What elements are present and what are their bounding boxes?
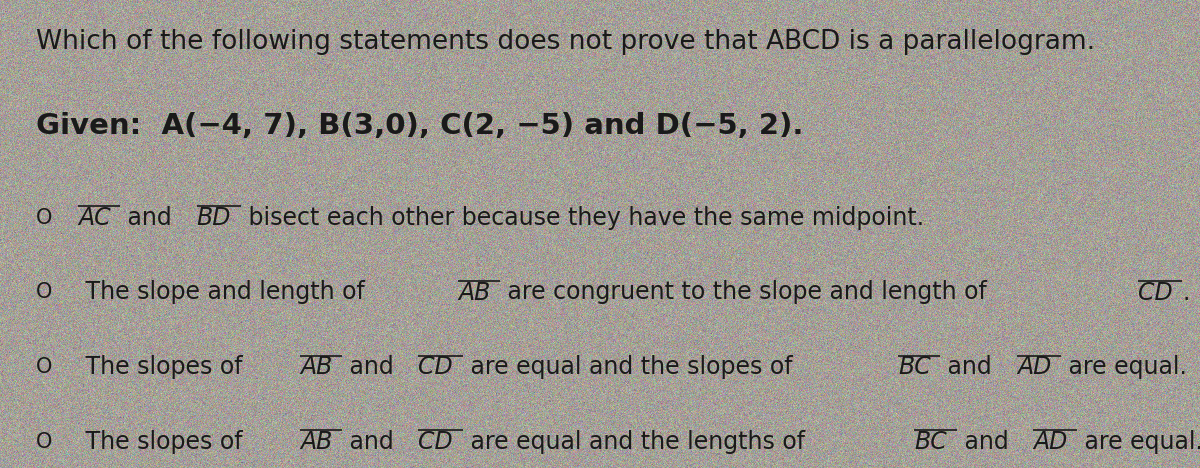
Text: bisect each other because they have the same midpoint.: bisect each other because they have the … [241,205,924,230]
Text: AD: AD [1016,355,1051,380]
Text: and: and [342,430,401,454]
Text: CD: CD [419,355,454,380]
Text: and: and [941,355,1000,380]
Text: AB: AB [300,355,332,380]
Text: and: and [956,430,1015,454]
Text: .: . [1182,280,1189,305]
Text: O: O [36,283,53,302]
Text: O: O [36,358,53,377]
Text: AC: AC [78,205,110,230]
Text: The slopes of: The slopes of [78,430,250,454]
Text: BC: BC [914,430,947,454]
Text: are equal and the lengths of: are equal and the lengths of [463,430,812,454]
Text: and: and [342,355,401,380]
Text: are equal.: are equal. [1061,355,1187,380]
Text: The slopes of: The slopes of [78,355,250,380]
Text: CD: CD [1138,280,1172,305]
Text: are equal and the slopes of: are equal and the slopes of [463,355,800,380]
Text: are equal.: are equal. [1078,430,1200,454]
Text: O: O [36,208,53,227]
Text: BD: BD [197,205,232,230]
Text: CD: CD [419,430,454,454]
Text: Which of the following statements does not prove that ABCD is a parallelogram.: Which of the following statements does n… [36,29,1096,55]
Text: are congruent to the slope and length of: are congruent to the slope and length of [499,280,994,305]
Text: AB: AB [300,430,332,454]
Text: AD: AD [1033,430,1067,454]
Text: The slope and length of: The slope and length of [78,280,372,305]
Text: and: and [120,205,179,230]
Text: O: O [36,432,53,452]
Text: BC: BC [898,355,931,380]
Text: Given:  A(−4, 7), B(3,0), C(2, −5) and D(−5, 2).: Given: A(−4, 7), B(3,0), C(2, −5) and D(… [36,112,804,140]
Text: AB: AB [458,280,491,305]
